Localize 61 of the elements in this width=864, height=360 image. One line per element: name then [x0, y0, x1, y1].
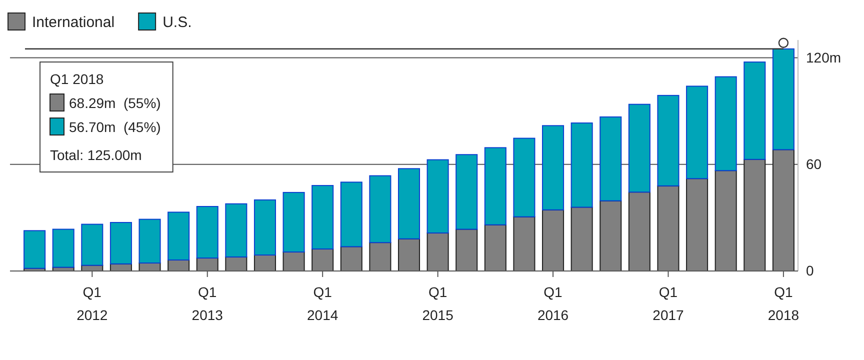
bar: [312, 185, 334, 250]
x-tick-label: Q1 2013: [192, 284, 224, 323]
bar: [570, 122, 593, 208]
bar: [81, 224, 104, 266]
bar: [398, 168, 420, 240]
bar: [456, 154, 478, 230]
x-tick-label: Q1 2012: [76, 284, 108, 323]
bar: [426, 232, 449, 272]
x-tick-label: Q1 2018: [768, 284, 800, 323]
bar: [657, 94, 680, 186]
bar: [714, 76, 737, 172]
bar: [513, 216, 536, 272]
annotation: Total: 125.00m: [50, 147, 142, 163]
bar: [513, 138, 536, 218]
bar: [282, 251, 305, 272]
annotation: Q1 2018: [50, 71, 104, 87]
bar: [484, 147, 506, 226]
bar: [657, 185, 680, 272]
bar: [340, 182, 362, 248]
bar: [110, 222, 132, 264]
bar: [600, 200, 622, 272]
legend-label: U.S.: [162, 14, 192, 31]
bar: [196, 206, 218, 259]
bar: [369, 242, 392, 272]
x-tick-label: Q1 2016: [537, 284, 569, 323]
bar: [570, 206, 593, 272]
bar: [772, 149, 794, 272]
x-tick-label: Q1 2014: [307, 284, 338, 323]
x-tick-label: Q1 2017: [652, 284, 684, 323]
bar: [426, 159, 449, 234]
bar: [168, 212, 190, 260]
bar: [714, 170, 737, 272]
bar: [744, 62, 766, 160]
bar: [686, 86, 708, 180]
bar: [542, 125, 564, 210]
bar: [254, 199, 276, 256]
bar: [628, 104, 650, 193]
bar: [52, 228, 74, 268]
legend-label: International: [32, 14, 115, 31]
bar: [398, 238, 420, 272]
bar: [542, 209, 564, 272]
bar: [225, 203, 248, 258]
bar: [138, 218, 161, 264]
x-tick-label: Q1 2015: [422, 284, 454, 323]
y-tick-label: 0: [806, 262, 814, 278]
bar: [340, 246, 362, 272]
y-tick-label: 120m: [806, 49, 842, 66]
bar: [686, 178, 708, 272]
annotation: 68.29m (55%): [69, 95, 161, 111]
annotation: 56.70m (45%): [69, 119, 161, 135]
bar: [484, 224, 506, 272]
bar: [24, 230, 46, 269]
bar: [312, 248, 334, 272]
bar: [628, 192, 650, 272]
bar: [369, 175, 392, 244]
bar: [456, 228, 478, 272]
bar: [282, 192, 305, 252]
bar: [600, 116, 622, 202]
bar: [772, 48, 794, 150]
y-tick-label: 60: [806, 156, 822, 172]
bar: [744, 158, 766, 272]
